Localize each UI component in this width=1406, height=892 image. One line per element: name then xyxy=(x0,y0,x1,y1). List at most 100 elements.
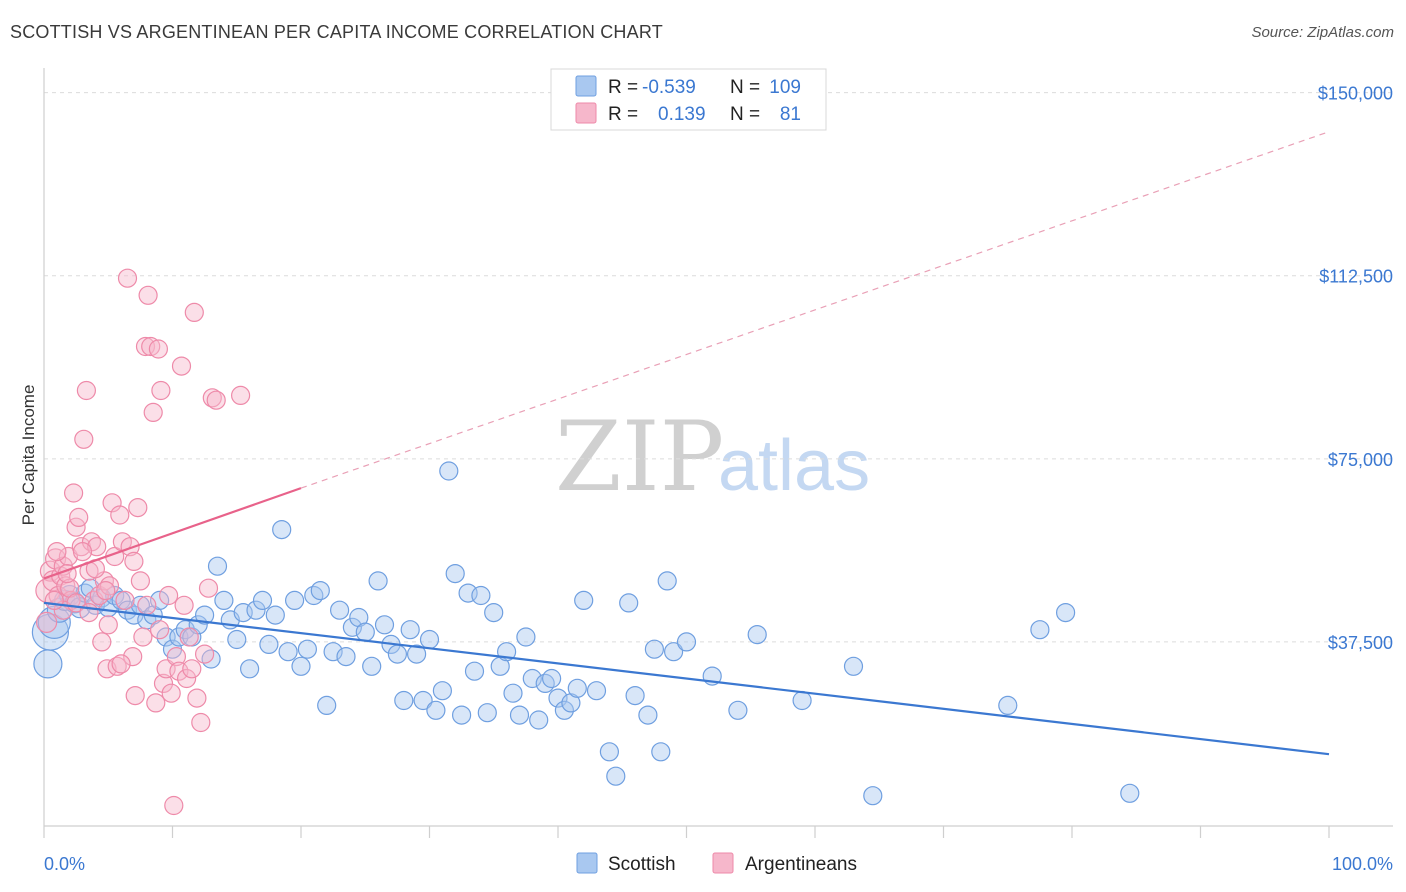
argentinean-point-25 xyxy=(102,493,122,513)
scottish-point-35 xyxy=(246,600,266,620)
legend-r-label-2: R = xyxy=(608,104,638,125)
argentinean-point-36 xyxy=(130,571,150,591)
argentinean-point-28 xyxy=(110,505,130,525)
argentinean-point-59 xyxy=(191,712,211,733)
scottish-point-55 xyxy=(374,615,395,635)
scottish-point-43 xyxy=(297,639,317,659)
scottish-point-97 xyxy=(676,632,697,652)
y-axis-label: Per Capita Income xyxy=(19,385,38,526)
scottish-point-95 xyxy=(657,571,677,591)
argentinean-point-35 xyxy=(128,498,148,518)
argentinean-point-55 xyxy=(179,627,199,647)
argentinean-point-30 xyxy=(115,590,135,611)
argentinean-point-56 xyxy=(182,659,202,679)
argentinean-point-52 xyxy=(171,356,192,376)
series-legend: Scottish Argentineans xyxy=(576,852,857,875)
argentinean-point-41 xyxy=(143,402,163,422)
legend-r-value-1: -0.539 xyxy=(642,77,696,98)
scottish-point-65 xyxy=(439,461,459,481)
argentinean-point-70 xyxy=(98,615,118,635)
argentinean-point-60 xyxy=(195,644,215,664)
scottish-point-39 xyxy=(272,519,292,540)
scottish-point-63 xyxy=(426,700,446,720)
scottish-point-99 xyxy=(728,700,748,720)
argentinean-trend-line-dashed xyxy=(300,131,1330,489)
y-tick-label-1: $75,000 xyxy=(1328,450,1393,470)
argentinean-point-66 xyxy=(47,541,67,562)
argentinean-point-78 xyxy=(44,590,64,611)
argentinean-point-73 xyxy=(137,595,157,615)
scottish-point-101 xyxy=(792,690,812,711)
scottish-point-72 xyxy=(484,602,504,623)
scottish-point-105 xyxy=(1030,620,1050,640)
scottish-point-66 xyxy=(445,563,465,584)
argentinean-point-48 xyxy=(161,683,181,703)
argentinean-point-43 xyxy=(148,339,168,359)
legend-r-label-1: R = xyxy=(608,77,638,98)
argentinean-trend-line-solid xyxy=(43,487,302,580)
scottish-point-34 xyxy=(240,659,260,679)
scottish-point-64 xyxy=(432,681,452,701)
argentinean-point-57 xyxy=(184,302,204,322)
scottish-point-81 xyxy=(541,668,562,689)
scottish-point-85 xyxy=(567,678,587,698)
scottish-point-45 xyxy=(310,580,330,601)
legend-n-value-1: 109 xyxy=(769,77,801,98)
chart-title: SCOTTISH VS ARGENTINEAN PER CAPITA INCOM… xyxy=(10,22,663,42)
argentinean-point-12 xyxy=(69,507,89,528)
scottish-point-40 xyxy=(278,642,298,662)
argentinean-point-34 xyxy=(125,685,145,706)
scottish-point-70 xyxy=(471,585,491,606)
scottish-point-103 xyxy=(863,786,883,806)
legend-swatch-argentineans xyxy=(575,102,597,124)
argentinean-point-14 xyxy=(74,429,94,449)
axes xyxy=(43,68,1393,838)
argentinean-point-45 xyxy=(153,673,174,694)
argentinean-point-58 xyxy=(187,688,207,708)
argentinean-point-33 xyxy=(123,646,143,667)
legend-n-label-2: N = xyxy=(730,104,760,125)
x-tick-max: 100.0% xyxy=(1332,854,1393,874)
scottish-point-36 xyxy=(252,590,273,611)
argentinean-point-74 xyxy=(150,620,170,640)
argentinean-point-64 xyxy=(231,385,251,405)
scottish-point-53 xyxy=(362,656,382,676)
scottish-point-102 xyxy=(843,656,864,676)
bottom-legend-scottish: Scottish xyxy=(608,854,676,875)
scottish-point-38 xyxy=(265,605,285,625)
scottish-point-32 xyxy=(227,629,247,650)
x-tick-min: 0.0% xyxy=(44,854,85,874)
scottish-point-90 xyxy=(619,593,639,613)
scottish-point-104 xyxy=(998,695,1018,716)
argentinean-point-61 xyxy=(198,578,219,598)
scottish-point-30 xyxy=(214,590,234,611)
scottish-trend-line xyxy=(43,601,1330,756)
argentinean-point-37 xyxy=(133,627,153,647)
argentinean-point-8 xyxy=(58,546,79,567)
scottish-point-93 xyxy=(644,639,665,659)
scottish-point-59 xyxy=(400,620,420,640)
scottish-point-29 xyxy=(207,556,228,576)
argentinean-point-32 xyxy=(120,537,140,557)
scottish-point-77 xyxy=(516,627,536,647)
scottish-point-62 xyxy=(419,629,440,650)
legend-n-value-2: 81 xyxy=(780,104,801,125)
scottish-point-67 xyxy=(452,705,472,725)
argentinean-point-42 xyxy=(146,693,166,713)
argentinean-point-44 xyxy=(151,380,171,401)
scottish-point-58 xyxy=(394,690,414,711)
scottish-point-83 xyxy=(554,700,575,720)
y-tick-labels: $37,500 $75,000 $112,500 $150,000 xyxy=(1318,84,1393,653)
argentinean-point-77 xyxy=(79,602,99,623)
bottom-swatch-scottish xyxy=(576,852,598,874)
scottish-point-79 xyxy=(529,710,549,730)
argentinean-point-71 xyxy=(111,654,131,674)
argentinean-point-72 xyxy=(124,551,144,572)
source-credit: Source: ZipAtlas.com xyxy=(1251,24,1394,41)
scottish-point-91 xyxy=(625,685,645,706)
scottish-point-46 xyxy=(317,695,337,716)
argentinean-points xyxy=(35,268,251,816)
scottish-point-52 xyxy=(355,622,375,642)
argentinean-point-65 xyxy=(35,611,58,634)
